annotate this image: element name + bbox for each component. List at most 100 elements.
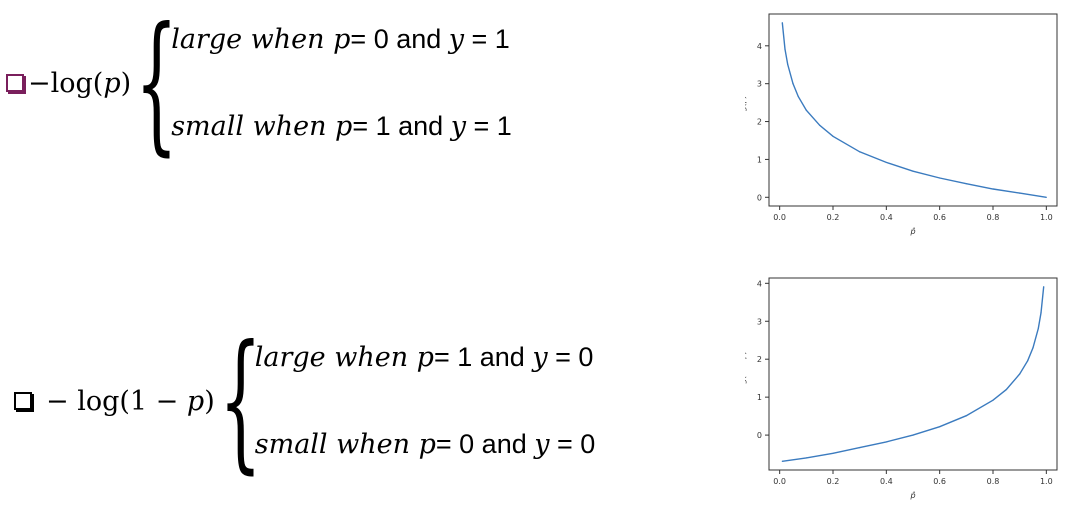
function-close: ): [204, 385, 215, 417]
data-point: [832, 452, 834, 454]
data-point: [1043, 286, 1045, 288]
chart-neg-log-p: 0.0 0.2 0.4 0.6 0.8 1.0 0 1 2 3 4 p̂ −log(p̂): [745, 13, 1058, 236]
case-words: small when: [254, 429, 419, 460]
data-point: [965, 183, 967, 185]
data-point: [939, 426, 941, 428]
data-point: [781, 460, 783, 462]
y-axis-label: −log(1 − p̂): [745, 350, 747, 397]
y-tick-label: 2: [757, 118, 762, 127]
case-words: large when: [254, 342, 417, 373]
case-small: small when p= 1 and y = 1: [171, 111, 512, 142]
function-label: − log(1 − p): [46, 386, 215, 417]
case-var-y: y: [450, 111, 466, 142]
data-point: [1037, 327, 1039, 330]
data-point: [859, 151, 861, 153]
data-point: [805, 457, 807, 459]
x-tick-label: 0.2: [827, 213, 840, 222]
data-point: [797, 95, 799, 98]
plot-frame: [768, 277, 1058, 471]
case-var-p: p: [333, 24, 351, 55]
y-tick-label: 0: [757, 431, 762, 440]
case-value: = 1: [465, 111, 512, 141]
x-tick-label: 0.0: [773, 477, 786, 486]
data-point: [859, 447, 861, 449]
case-condition: = 1 and: [433, 342, 533, 372]
case-value: = 1: [464, 24, 510, 54]
chart-neg-log-one-minus-p: 0.0 0.2 0.4 0.6 0.8 1.0 0 1 2 3 4 p̂ −log(1 − p̂): [745, 277, 1058, 500]
function-label: −log(p): [28, 68, 131, 99]
x-axis-label: p̂: [909, 490, 915, 500]
case-value: = 0: [547, 342, 594, 372]
x-tick-label: 0.6: [933, 213, 946, 222]
case-var-y: y: [532, 342, 548, 373]
left-brace-icon: {: [218, 314, 262, 488]
data-point: [805, 109, 807, 111]
series-line: [781, 22, 1047, 198]
y-tick-label: 1: [757, 393, 762, 402]
case-value: = 0: [549, 429, 596, 459]
data-point: [912, 170, 914, 172]
y-tick-label: 4: [757, 279, 762, 288]
data-point: [832, 135, 834, 137]
data-point: [992, 399, 994, 401]
y-tick-label: 4: [757, 42, 762, 51]
data-point: [1019, 373, 1021, 375]
data-point: [1040, 312, 1042, 314]
data-point: [1019, 192, 1021, 194]
x-tick-label: 0.4: [880, 477, 893, 486]
function-prefix: − log(1 −: [46, 385, 187, 417]
x-tick-label: 0.8: [987, 213, 1000, 222]
data-point: [787, 63, 789, 65]
cases-list: large when p= 0 and y = 1 small when p= …: [171, 24, 512, 142]
data-point: [885, 161, 887, 164]
cases-list: large when p= 1 and y = 0 small when p= …: [255, 342, 596, 460]
function-close: ): [120, 67, 132, 99]
x-axis-label: p̂: [909, 226, 915, 236]
x-tick-label: 0.2: [827, 477, 840, 486]
series-line: [782, 286, 1045, 462]
y-tick-label: 2: [757, 355, 762, 364]
case-var-p: p: [418, 429, 436, 460]
x-tick-label: 0.6: [933, 477, 946, 486]
plot-frame: [768, 13, 1058, 207]
data-point: [781, 22, 783, 24]
case-var-p: p: [416, 342, 434, 373]
case-condition: = 0 and: [435, 429, 535, 459]
data-point: [992, 188, 994, 190]
case-large: large when p= 1 and y = 0: [255, 342, 596, 373]
y-tick-label: 3: [757, 317, 762, 326]
case-condition: = 0 and: [350, 24, 449, 54]
left-brace-icon: {: [135, 0, 179, 170]
case-var-p: p: [335, 111, 353, 142]
x-tick-label: 1.0: [1040, 477, 1053, 486]
y-tick-label: 3: [757, 80, 762, 89]
data-point: [912, 434, 914, 436]
case-words: large when: [171, 24, 334, 55]
data-point: [939, 177, 941, 179]
x-tick-label: 0.0: [773, 213, 786, 222]
function-prefix: −log(: [28, 67, 104, 99]
x-tick-label: 1.0: [1040, 213, 1053, 222]
y-tick-label: 1: [757, 155, 762, 164]
case-condition: = 1 and: [352, 111, 451, 141]
case-small: small when p= 0 and y = 0: [255, 429, 596, 460]
x-tick-label: 0.4: [880, 213, 893, 222]
case-var-y: y: [448, 24, 465, 55]
x-tick-label: 0.8: [987, 477, 1000, 486]
data-point: [885, 441, 887, 443]
data-point: [1032, 347, 1034, 349]
data-point: [819, 124, 821, 126]
checkbox-bullet-icon: [14, 392, 32, 410]
data-point: [1045, 196, 1047, 198]
case-var-y: y: [534, 429, 550, 460]
data-point: [792, 83, 794, 85]
case-large: large when p= 0 and y = 1: [171, 24, 512, 55]
case-words: small when: [171, 111, 336, 142]
function-variable: p: [103, 67, 121, 99]
data-point: [1027, 360, 1029, 362]
data-point: [965, 415, 967, 417]
data-point: [1005, 388, 1007, 391]
y-tick-label: 0: [757, 193, 762, 202]
data-point: [784, 48, 786, 50]
